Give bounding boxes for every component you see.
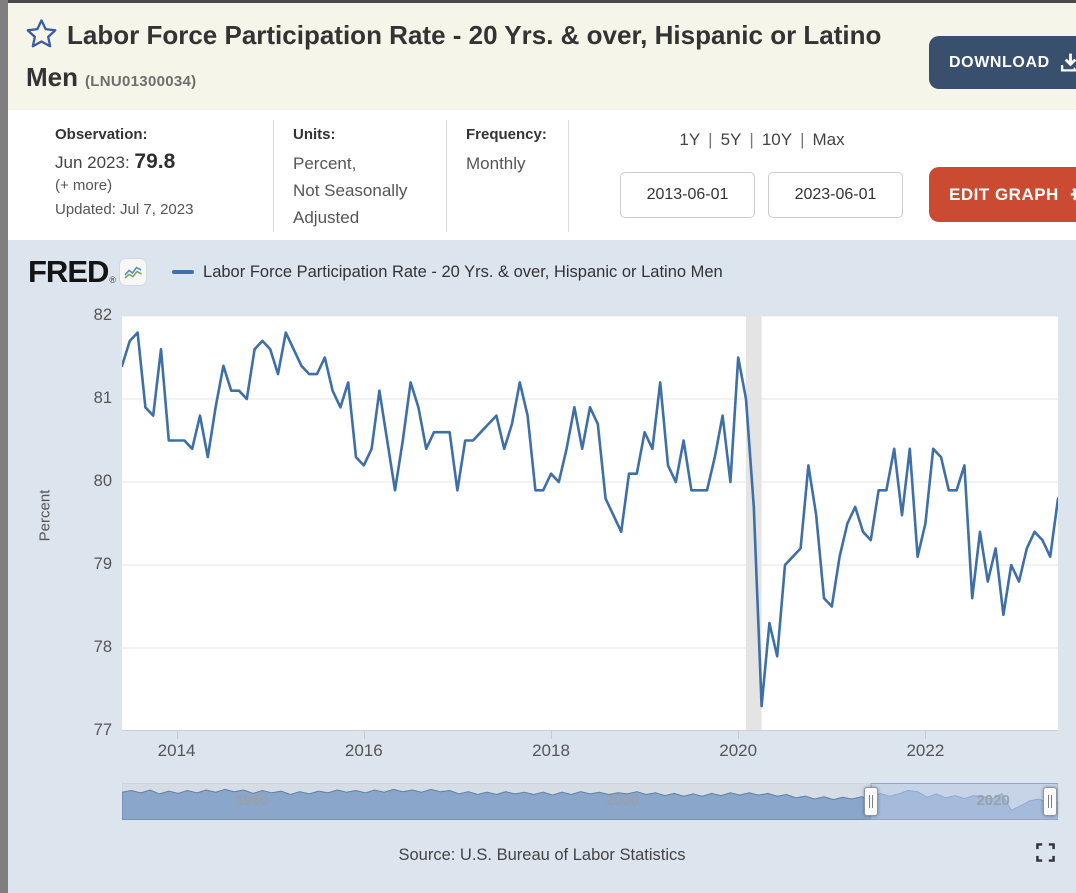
fred-logo: FRED	[28, 254, 109, 289]
chart-section: FRED ® Labor Force Participation Rate - …	[8, 240, 1076, 893]
y-axis-title: Percent	[36, 489, 54, 542]
range-preset-1y[interactable]: 1Y	[679, 130, 701, 149]
source-text: Source: U.S. Bureau of Labor Statistics	[398, 846, 686, 864]
x-tick-label: 2022	[906, 741, 945, 760]
divider	[273, 120, 274, 232]
scrubber-left-handle[interactable]	[864, 787, 878, 816]
frequency-panel: Frequency: Monthly	[466, 126, 547, 177]
units-panel: Units: Percent, Not Seasonally Adjusted	[293, 126, 407, 231]
legend-line-swatch	[172, 270, 195, 274]
download-button[interactable]: DOWNLOAD	[929, 36, 1076, 89]
scrubber-year-label: 2000	[605, 792, 640, 809]
favorite-star-icon[interactable]	[26, 18, 57, 59]
y-tick-label: 80	[93, 472, 112, 490]
window-left-edge	[0, 0, 8, 893]
registered-mark: ®	[109, 275, 117, 285]
observation-value: 79.8	[134, 150, 176, 173]
page-title: Labor Force Participation Rate - 20 Yrs.…	[26, 17, 934, 100]
frequency-value: Monthly	[466, 154, 526, 173]
observation-updated: Updated: Jul 7, 2023	[55, 201, 194, 218]
divider	[568, 120, 569, 232]
download-label: DOWNLOAD	[949, 53, 1050, 71]
x-tick-mark	[176, 731, 178, 739]
preset-separator: |	[708, 130, 713, 149]
x-tick-label: 2016	[344, 741, 383, 760]
divider	[446, 120, 447, 232]
x-tick-label: 2014	[157, 741, 196, 760]
plot-area[interactable]	[122, 316, 1058, 731]
download-icon	[1060, 52, 1076, 73]
scrubber-year-label: 1980	[235, 792, 269, 809]
units-label: Units:	[293, 126, 336, 143]
scrubber-year-label: 2020	[976, 792, 1010, 809]
preset-separator: |	[800, 130, 805, 149]
window-top-edge	[0, 0, 1076, 3]
y-tick-label: 79	[93, 555, 112, 573]
preset-separator: |	[749, 130, 754, 149]
x-tick-mark	[363, 731, 365, 739]
range-preset-max[interactable]: Max	[812, 130, 845, 149]
x-tick-label: 2020	[719, 741, 758, 760]
brand-row: FRED ® Labor Force Participation Rate - …	[28, 254, 723, 290]
units-line1: Percent,	[293, 154, 357, 173]
y-tick-label: 78	[93, 638, 112, 656]
series-id: (LNU01300034)	[85, 73, 197, 90]
scrubber-area-chart	[122, 783, 1058, 820]
x-tick-label: 2018	[532, 741, 570, 760]
units-line2: Not Seasonally	[293, 181, 408, 200]
legend-label: Labor Force Participation Rate - 20 Yrs.…	[203, 262, 723, 281]
y-tick-label: 77	[93, 721, 112, 739]
range-preset-5y[interactable]: 5Y	[720, 130, 742, 149]
y-tick-label: 82	[93, 306, 112, 324]
observation-date: Jun 2023:	[55, 153, 135, 172]
fullscreen-icon[interactable]	[1034, 843, 1056, 865]
observation-label: Observation:	[55, 126, 148, 143]
series-title: Labor Force Participation Rate - 20 Yrs.…	[26, 20, 882, 92]
line-chart	[122, 316, 1058, 731]
date-range-scrubber[interactable]: 1980 2000 2020	[122, 783, 1058, 820]
start-date-input[interactable]	[620, 172, 755, 218]
x-tick-mark	[551, 731, 552, 739]
edit-graph-button[interactable]: EDIT GRAPH	[929, 167, 1076, 222]
meta-bar: Observation: Jun 2023: 79.8 (+ more) Upd…	[8, 110, 1076, 240]
units-line3: Adjusted	[293, 208, 360, 227]
chart-legend: Labor Force Participation Rate - 20 Yrs.…	[172, 263, 723, 282]
edit-graph-label: EDIT GRAPH	[949, 184, 1059, 204]
range-preset-10y[interactable]: 10Y	[761, 130, 793, 149]
fred-chart-icon	[120, 259, 147, 285]
range-presets: 1Y | 5Y | 10Y | Max	[612, 130, 912, 150]
fred-series-page: Labor Force Participation Rate - 20 Yrs.…	[8, 3, 1076, 893]
end-date-input[interactable]	[768, 172, 903, 218]
scrubber-right-handle[interactable]	[1043, 787, 1057, 816]
x-tick-mark	[925, 731, 927, 739]
observation-panel: Observation: Jun 2023: 79.8 (+ more) Upd…	[55, 126, 193, 218]
page-header: Labor Force Participation Rate - 20 Yrs.…	[8, 3, 1076, 110]
observation-value-line: Jun 2023: 79.8	[55, 150, 193, 174]
frequency-label: Frequency:	[466, 126, 547, 143]
y-tick-label: 81	[93, 389, 112, 407]
x-tick-mark	[738, 731, 740, 739]
observation-more-link[interactable]: (+ more)	[55, 177, 113, 194]
gear-icon	[1069, 184, 1076, 205]
